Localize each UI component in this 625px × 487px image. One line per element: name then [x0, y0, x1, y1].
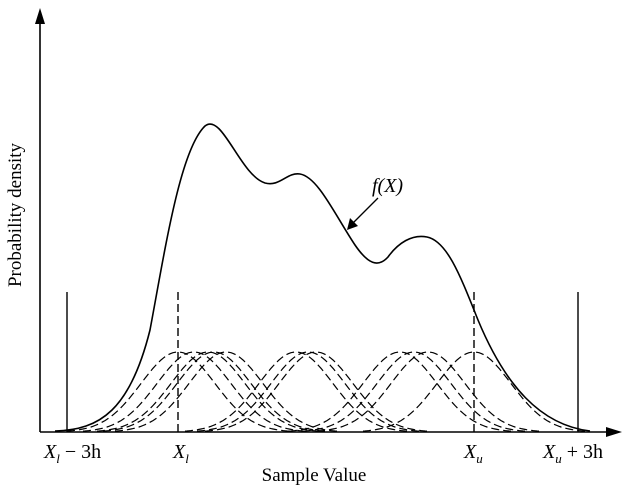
curve-label: f(X): [372, 175, 403, 197]
curve-label-arrowhead: [347, 218, 358, 230]
kernel-curve: [102, 351, 326, 432]
y-axis-label: Probability density: [5, 142, 26, 287]
kernel-curve: [196, 351, 420, 432]
kernel-curve: [82, 351, 306, 432]
kernel-curve: [362, 351, 586, 432]
kernel-curve: [184, 351, 408, 432]
kernel-curve: [302, 351, 526, 432]
kernel-curve: [204, 351, 428, 432]
y-axis-arrow: [35, 8, 45, 24]
kernel-curve: [114, 351, 338, 432]
tick-label-xu: Xu: [463, 441, 483, 466]
kernel-curves: [66, 351, 586, 432]
tick-label-xu-plus-3h: Xu + 3h: [542, 441, 603, 466]
tick-label-xl: Xl: [172, 441, 189, 466]
kernel-curve: [316, 351, 540, 432]
tick-label-xl-minus-3h: Xl − 3h: [43, 441, 101, 466]
x-axis-arrow: [606, 427, 622, 437]
curve-label-arrow: [351, 197, 379, 225]
kernel-curve: [96, 351, 320, 432]
x-axis-label: Sample Value: [262, 465, 367, 486]
density-curve: [54, 123, 591, 432]
kernel-curve: [288, 351, 512, 432]
kernel-curve: [66, 351, 290, 432]
